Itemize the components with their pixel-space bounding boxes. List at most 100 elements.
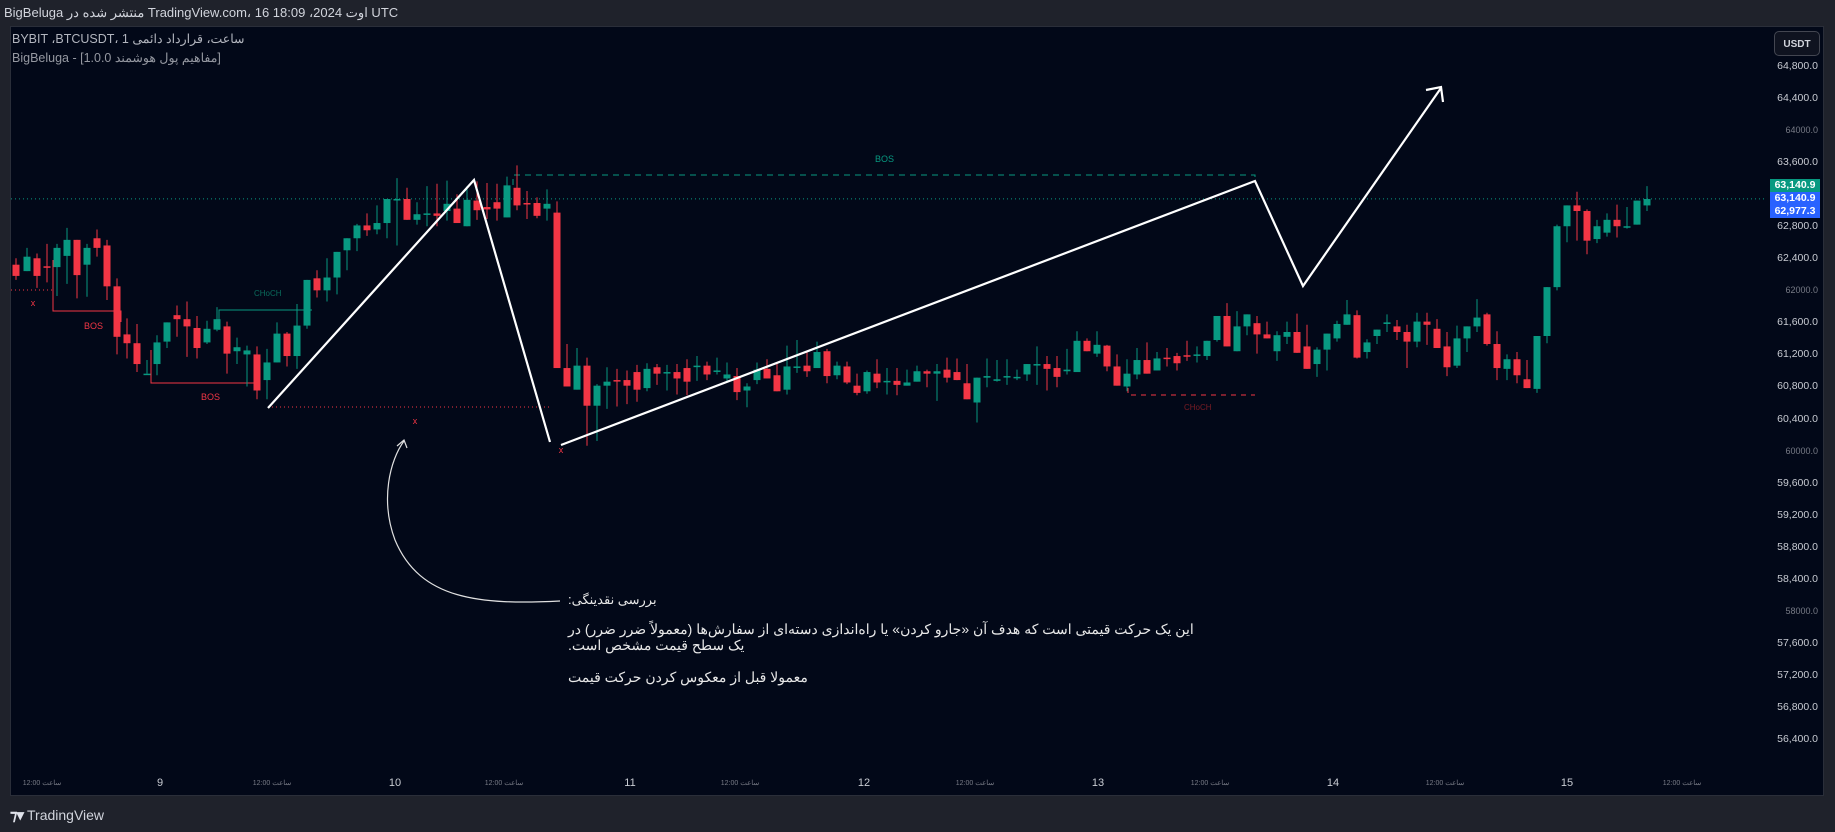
bull-candle (343, 238, 351, 251)
published-info: BigBeluga منتشر شده در TradingView.com، … (4, 5, 399, 20)
bear-candle (653, 367, 661, 374)
time-tick-label: 12:00 ساعت (1425, 780, 1465, 787)
bear-candle (1483, 314, 1491, 345)
bull-candle (443, 203, 451, 212)
bull-candle (1093, 344, 1101, 354)
bear-candle (673, 372, 681, 379)
time-tick-label: 12:00 ساعت (1190, 780, 1230, 787)
footer-brand[interactable]: ⁊▾ TradingView (10, 804, 104, 826)
time-tick-label: 12:00 ساعت (22, 780, 62, 787)
price-tick-label: 64,400.0 (1777, 92, 1818, 105)
bull-candle (1213, 315, 1221, 341)
bear-candle (1433, 328, 1441, 349)
bos-line-1 (52, 260, 122, 322)
bear-candle (1523, 379, 1531, 389)
bull-candle (603, 381, 611, 386)
bear-candle (1253, 323, 1261, 335)
bull-candle (573, 365, 581, 390)
bull-candle (1243, 314, 1251, 327)
bull-candle (1323, 333, 1331, 350)
bear-candle (363, 225, 371, 231)
bull-candle (1473, 317, 1481, 327)
bull-candle (743, 386, 751, 391)
curved-arrow (386, 440, 561, 603)
bear-candle (953, 372, 961, 381)
bear-candle (1143, 360, 1151, 374)
chart-pane[interactable] (10, 26, 1824, 796)
bull-candle (1453, 338, 1461, 366)
bull-candle (1533, 336, 1541, 389)
liquidity-desc-line3: معمولا قبل از معکوس کردن حرکت قیمت (568, 669, 808, 685)
price-tick-label: 60,800.0 (1777, 380, 1818, 393)
bull-candle (353, 225, 361, 239)
bear-candle (1513, 359, 1521, 376)
bear-candle (283, 333, 291, 357)
bull-candle (983, 376, 991, 378)
bull-candle (1003, 376, 1011, 378)
bear-candle (583, 365, 591, 406)
bear-candle (1103, 345, 1111, 367)
bear-candle (43, 266, 51, 268)
bear-candle (943, 369, 951, 378)
bear-candle (1583, 211, 1591, 241)
chart-legend: BYBIT ،BTCUSDT، 1 ساعت، قرارداد دائمی Bi… (12, 30, 245, 68)
bull-candle (263, 362, 271, 381)
bull-candle (373, 223, 381, 230)
bear-candle (1613, 219, 1621, 227)
bull-candle (1413, 321, 1421, 342)
bear-candle (853, 385, 861, 393)
liquidity-desc-line1: این یک حرکت قیمتی است که هدف آن «جارو کر… (568, 621, 1194, 637)
bear-candle (1353, 315, 1361, 358)
bear-candle (103, 245, 111, 287)
candles (12, 165, 1651, 446)
bear-candle (1043, 364, 1051, 369)
bull-candle (593, 385, 601, 406)
choch-label-1: CHoCH (254, 289, 282, 298)
indicator-info[interactable]: BigBeluga - [مفاهیم پول هوشمند 1.0.0] (12, 51, 221, 65)
bear-candle (873, 373, 881, 383)
bear-candle (1083, 340, 1091, 352)
bull-candle (383, 198, 391, 224)
bear-candle (1293, 331, 1301, 353)
time-tick-label: 10 (388, 777, 402, 789)
bear-candle (1223, 315, 1231, 347)
bull-candle (783, 366, 791, 390)
bos-line-3 (512, 174, 1256, 185)
bear-candle (453, 208, 461, 224)
bear-candle (683, 368, 691, 382)
price-axis[interactable]: 64,800.0 64,400.0 64000.0 63,600.0 62,800.0 6… (1765, 26, 1824, 796)
time-tick-label: 12:00 ساعت (1662, 780, 1702, 787)
choch-label-2: CHoCH (1184, 403, 1212, 412)
time-axis[interactable]: 12:00 ساعت 9 12:00 ساعت 10 12:00 ساعت 11 12:00… (10, 775, 1765, 795)
bull-candle (713, 370, 721, 372)
liquidity-x-marker: x (559, 445, 564, 455)
bear-candle (313, 278, 321, 291)
bull-candle (543, 203, 551, 209)
bull-candle (153, 342, 161, 365)
bull-candle (1073, 340, 1081, 373)
bear-candle (73, 239, 81, 276)
bull-candle (903, 382, 911, 386)
symbol-info[interactable]: BYBIT ،BTCUSDT، 1 ساعت، قرارداد دائمی (12, 32, 245, 46)
bear-candle (12, 264, 20, 276)
time-tick-label: 12:00 ساعت (955, 780, 995, 787)
time-tick-label: 12 (857, 777, 871, 789)
bull-candle (1193, 354, 1201, 356)
bull-candle (913, 371, 921, 382)
bull-candle (1313, 349, 1321, 365)
price-tick-label: 58,800.0 (1777, 540, 1818, 553)
price-tick-label: 62,800.0 (1777, 220, 1818, 233)
bull-candle (1643, 198, 1651, 206)
currency-button[interactable]: USDT (1774, 31, 1820, 56)
bear-candle (483, 207, 491, 210)
bull-candle (333, 251, 341, 278)
bear-candle (1163, 357, 1171, 360)
price-tick-label: 63,600.0 (1777, 156, 1818, 169)
bear-candle (1113, 366, 1121, 386)
bull-candle (1233, 326, 1241, 352)
bull-candle (273, 333, 281, 363)
bull-candle (1383, 322, 1391, 324)
bull-candle (213, 319, 221, 330)
bull-candle (1463, 326, 1471, 339)
